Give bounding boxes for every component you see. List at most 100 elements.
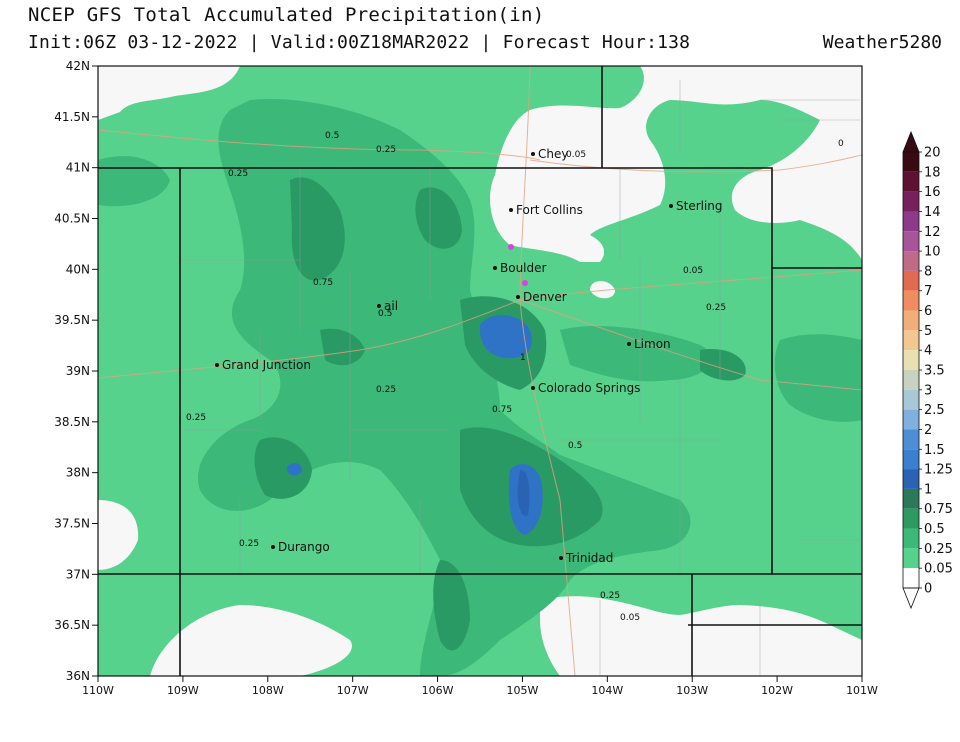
colorbar-swatch bbox=[903, 270, 919, 291]
lat-tick-label: 38.5N bbox=[54, 415, 90, 429]
city-grand-junction: Grand Junction bbox=[222, 358, 311, 372]
lat-tick-label: 42N bbox=[66, 59, 90, 73]
colorbar-tick-label: 0.5 bbox=[924, 522, 945, 537]
lat-tick-label: 38N bbox=[66, 466, 90, 480]
lon-tick-label: 106W bbox=[422, 684, 454, 697]
contour-label: 0.5 bbox=[378, 309, 392, 319]
lon-tick-label: 105W bbox=[507, 684, 539, 697]
colorbar-swatch bbox=[903, 449, 919, 470]
colorbar-swatch bbox=[903, 568, 919, 588]
colorbar-tick-label: 6 bbox=[924, 304, 932, 319]
colorbar-top-arrow bbox=[902, 130, 920, 153]
contour-label: 0 bbox=[838, 139, 844, 149]
colorbar-swatch bbox=[903, 528, 919, 549]
city-colorado-springs: Colorado Springs bbox=[538, 381, 640, 395]
contour-label: 0.25 bbox=[600, 591, 620, 601]
colorbar-swatch bbox=[903, 370, 919, 390]
colorbar-tick-label: 7 bbox=[924, 284, 932, 299]
colorbar-tick-label: 1 bbox=[924, 482, 932, 497]
colorbar-swatch bbox=[903, 548, 919, 569]
contour-label: 0.75 bbox=[492, 405, 512, 415]
lat-tick-label: 41N bbox=[66, 161, 90, 175]
lon-tick-label: 108W bbox=[252, 684, 284, 697]
colorbar-tick-label: 3.5 bbox=[924, 364, 945, 379]
lon-tick-label: 110W bbox=[82, 684, 114, 697]
colorbar-tick-label: 5 bbox=[924, 324, 932, 339]
colorbar-tick-label: 0.75 bbox=[924, 502, 953, 517]
latitude-axis: 42N 41.5N 41N 40.5N 40N 39.5N 39N 38.5N 38N 37.5N… bbox=[54, 59, 98, 683]
colorbar-swatch bbox=[903, 231, 919, 252]
colorbar-swatch bbox=[903, 409, 919, 430]
lon-tick-label: 109W bbox=[167, 684, 199, 697]
colorbar-swatch bbox=[903, 508, 919, 529]
colorbar-swatch bbox=[903, 389, 919, 410]
map-title: NCEP GFS Total Accumulated Precipitation… bbox=[28, 4, 545, 26]
contour-label: 0.25 bbox=[186, 413, 206, 423]
colorbar-bottom-arrow bbox=[902, 587, 920, 610]
lat-tick-label: 39N bbox=[66, 364, 90, 378]
colorbar-tick-label: 2.5 bbox=[924, 403, 945, 418]
colorbar-swatch bbox=[903, 171, 919, 192]
lat-tick-label: 40N bbox=[66, 262, 90, 276]
lon-tick-label: 104W bbox=[591, 684, 623, 697]
city-vail: ail bbox=[384, 299, 398, 313]
city-cheyenne: Chey bbox=[538, 147, 568, 161]
colorbar-tick-label: 16 bbox=[924, 185, 941, 200]
colorbar-swatch bbox=[903, 350, 919, 370]
contour-label: 1 bbox=[520, 353, 526, 363]
contour-label: 0.5 bbox=[325, 131, 339, 141]
colorbar-swatch bbox=[903, 211, 919, 232]
lat-tick-label: 39.5N bbox=[54, 313, 90, 327]
colorbar-tick-label: 8 bbox=[924, 264, 932, 279]
lon-tick-label: 103W bbox=[676, 684, 708, 697]
precip-colorbar: 20 18 16 14 12 10 8 7 6 5 4 3.5 3 2.5 2 1.5 1.25 1 0.75 0.5… bbox=[902, 130, 953, 610]
colorbar-tick-label: 14 bbox=[924, 205, 941, 220]
lat-tick-label: 40.5N bbox=[54, 212, 90, 226]
lat-tick-label: 36N bbox=[66, 669, 90, 683]
colorbar-tick-label: 20 bbox=[924, 146, 941, 161]
colorbar-tick-label: 3 bbox=[924, 383, 932, 398]
colorbar-swatch bbox=[903, 330, 919, 351]
colorbar-tick-label: 0 bbox=[924, 582, 932, 597]
contour-label: 0.5 bbox=[568, 441, 582, 451]
contour-label: 0.25 bbox=[228, 169, 248, 179]
contour-label: 0.25 bbox=[376, 385, 396, 395]
city-limon: Limon bbox=[634, 337, 671, 351]
colorbar-tick-label: 10 bbox=[924, 245, 941, 260]
contour-label: 0.75 bbox=[313, 278, 333, 288]
brand-label: Weather5280 bbox=[822, 32, 942, 53]
colorbar-swatch bbox=[903, 310, 919, 331]
lon-tick-label: 102W bbox=[761, 684, 793, 697]
colorbar-swatch bbox=[903, 290, 919, 311]
colorbar-tick-label: 1.5 bbox=[924, 443, 945, 458]
colorbar-tick-label: 12 bbox=[924, 225, 941, 240]
colorbar-swatch bbox=[903, 488, 919, 509]
map-subtitle: Init:06Z 03-12-2022 | Valid:00Z18MAR2022… bbox=[28, 32, 691, 53]
precip-field bbox=[98, 66, 862, 676]
contour-label: 0.25 bbox=[706, 303, 726, 313]
colorbar-swatch bbox=[903, 191, 919, 212]
lon-tick-label: 101W bbox=[846, 684, 878, 697]
lat-tick-label: 41.5N bbox=[54, 110, 90, 124]
contour-label: 0.25 bbox=[376, 145, 396, 155]
contour-label: 0.05 bbox=[683, 266, 703, 276]
lat-tick-label: 36.5N bbox=[54, 618, 90, 632]
colorbar-swatch bbox=[903, 152, 919, 172]
contour-labels: 0.5 0.25 0.05 0 0.25 0.75 0.5 0.05 0.25 … bbox=[186, 131, 844, 623]
contour-label: 0.05 bbox=[620, 613, 640, 623]
lat-tick-label: 37N bbox=[66, 567, 90, 581]
city-sterling: Sterling bbox=[676, 199, 723, 213]
colorbar-swatch bbox=[903, 429, 919, 450]
contour-label: 0.05 bbox=[566, 150, 586, 160]
lon-tick-label: 107W bbox=[337, 684, 369, 697]
colorbar-tick-label: 0.05 bbox=[924, 562, 953, 577]
colorbar-tick-label: 1.25 bbox=[924, 463, 953, 478]
colorbar-tick-label: 0.25 bbox=[924, 542, 953, 557]
city-durango: Durango bbox=[278, 540, 330, 554]
city-markers: Chey Fort Collins Sterling Boulder Denve… bbox=[215, 147, 723, 565]
longitude-axis: 110W 109W 108W 107W 106W 105W 104W 103W 102W 101W bbox=[82, 676, 878, 697]
lat-tick-label: 37.5N bbox=[54, 517, 90, 531]
colorbar-swatch bbox=[903, 469, 919, 489]
colorbar-tick-label: 2 bbox=[924, 423, 932, 438]
